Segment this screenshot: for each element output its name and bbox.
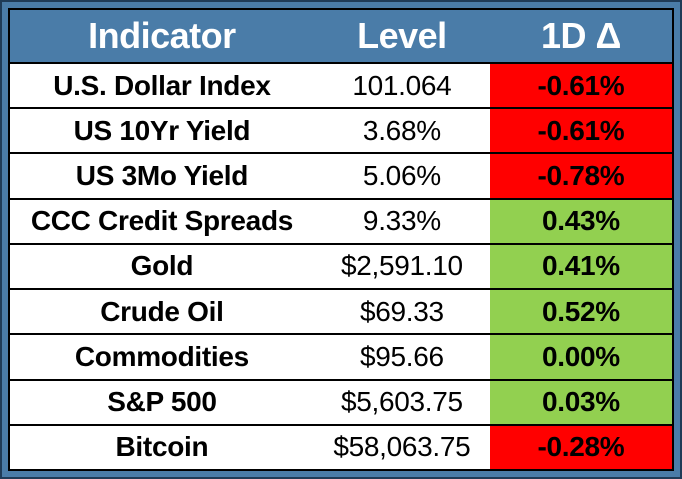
table-row-us-3mo-yield: US 3Mo Yield 5.06% -0.78%: [10, 152, 672, 198]
delta-cell: -0.61%: [489, 64, 672, 108]
table-row-us-10yr-yield: US 10Yr Yield 3.68% -0.61%: [10, 107, 672, 153]
level-cell: 101.064: [352, 69, 452, 101]
indicator-cell: Gold: [130, 250, 194, 282]
level-cell: $5,603.75: [340, 386, 463, 418]
indicator-cell: Crude Oil: [100, 295, 224, 327]
level-cell: $95.66: [359, 340, 444, 372]
indicator-cell: S&P 500: [107, 386, 217, 418]
level-cell: $58,063.75: [333, 431, 471, 463]
delta-cell: -0.61%: [489, 109, 672, 153]
table-header-row: Indicator Level 1D Δ: [10, 10, 672, 64]
delta-cell: 0.52%: [489, 290, 672, 334]
table-body: U.S. Dollar Index 101.064 -0.61% US 10Yr…: [10, 64, 672, 469]
column-header-level: Level: [357, 15, 447, 56]
level-cell: $69.33: [359, 295, 444, 327]
indicator-cell: CCC Credit Spreads: [30, 205, 294, 237]
table-row-us-dollar-index: U.S. Dollar Index 101.064 -0.61%: [10, 64, 672, 108]
table-row-ccc-credit-spreads: CCC Credit Spreads 9.33% 0.43%: [10, 197, 672, 243]
table-row-crude-oil: Crude Oil $69.33 0.52%: [10, 288, 672, 334]
delta-cell: -0.28%: [489, 425, 672, 469]
column-header-1d-delta: 1D Δ: [540, 15, 621, 56]
level-cell: 9.33%: [362, 205, 441, 237]
delta-cell: -0.78%: [489, 154, 672, 198]
indicator-cell: US 10Yr Yield: [73, 114, 251, 146]
delta-cell: 0.43%: [489, 199, 672, 243]
table-row-bitcoin: Bitcoin $58,063.75 -0.28%: [10, 423, 672, 469]
indicator-cell: Commodities: [74, 340, 249, 372]
level-cell: 5.06%: [362, 160, 441, 192]
level-cell: 3.68%: [362, 114, 441, 146]
indicator-cell: U.S. Dollar Index: [53, 69, 271, 101]
delta-cell: 0.41%: [489, 244, 672, 289]
table-row-sp-500: S&P 500 $5,603.75 0.03%: [10, 378, 672, 424]
delta-cell: 0.03%: [489, 380, 672, 424]
indicator-cell: US 3Mo Yield: [75, 160, 249, 192]
level-cell: $2,591.10: [340, 250, 463, 282]
indicator-cell: Bitcoin: [115, 431, 209, 463]
table-row-gold: Gold $2,591.10 0.41%: [10, 242, 672, 289]
column-header-indicator: Indicator: [88, 15, 236, 56]
indicators-table: Indicator Level 1D Δ U.S. Dollar Index 1…: [8, 8, 674, 471]
delta-cell: 0.00%: [489, 335, 672, 379]
table-row-commodities: Commodities $95.66 0.00%: [10, 333, 672, 379]
